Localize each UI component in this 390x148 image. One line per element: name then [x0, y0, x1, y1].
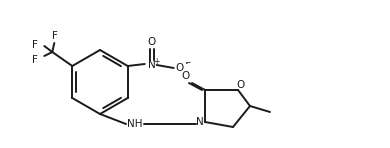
Text: N: N [148, 60, 156, 70]
Text: F: F [32, 40, 38, 50]
Text: F: F [52, 31, 58, 41]
Text: ·: · [185, 58, 189, 71]
Text: O: O [176, 63, 184, 73]
Text: O: O [147, 37, 156, 47]
Text: +: + [154, 57, 160, 66]
Text: N: N [196, 117, 204, 127]
Text: −: − [184, 58, 191, 67]
Text: O: O [181, 71, 189, 81]
Text: F: F [32, 55, 38, 65]
Text: O: O [236, 80, 244, 90]
Text: NH: NH [127, 119, 143, 129]
